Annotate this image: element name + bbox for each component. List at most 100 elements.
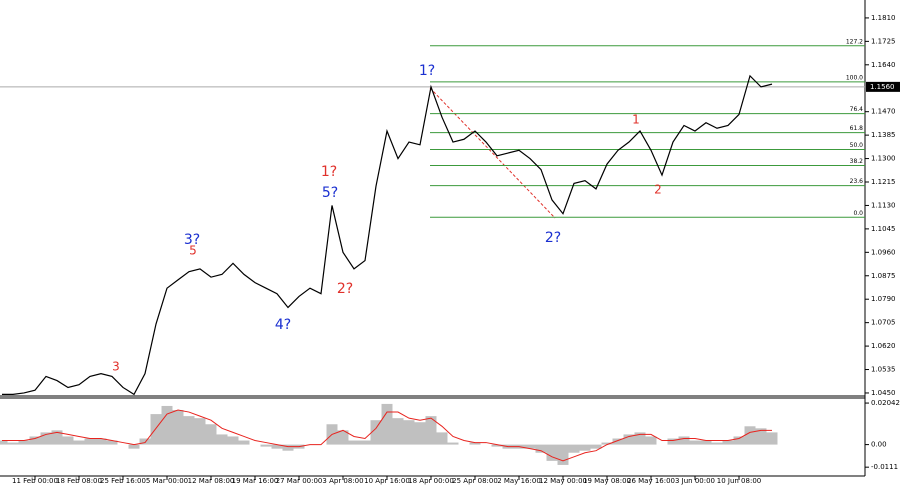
histogram-bar	[183, 416, 195, 445]
fib-label: 23.6	[850, 178, 864, 185]
x-tick-label: 11 Feb 00:00	[12, 477, 58, 485]
histogram-bar	[161, 405, 173, 445]
y-tick-label: 1.0620	[871, 342, 896, 350]
histogram-bar	[579, 444, 591, 451]
current-price-label: 1.1560	[870, 83, 895, 91]
y-tick-label: 1.0875	[871, 272, 896, 280]
y-tick-label: 1.0960	[871, 248, 896, 256]
fib-label: 100.0	[846, 74, 863, 81]
histogram-bar	[95, 438, 107, 445]
x-tick-label: 5 Mar 00:00	[146, 477, 188, 485]
histogram-bar	[414, 422, 426, 445]
histogram-bar	[381, 403, 393, 445]
histogram-bar	[612, 438, 624, 445]
histogram-bar	[535, 444, 547, 453]
histogram-bar	[106, 440, 118, 445]
histogram-bar	[700, 440, 712, 445]
fib-label: 38.2	[850, 158, 864, 165]
x-tick-label: 19 Mar 16:00	[232, 477, 279, 485]
histogram-bar	[84, 438, 96, 445]
x-tick-label: 10 Apr 16:00	[364, 477, 410, 485]
y-tick-label: 1.1725	[871, 37, 896, 45]
histogram-bar	[557, 444, 569, 465]
signal-line	[2, 409, 772, 462]
histogram-bar	[128, 444, 140, 449]
histogram-bar	[755, 428, 767, 445]
histogram-bar	[337, 430, 349, 445]
y-tick-label: 1.1810	[871, 14, 896, 22]
histogram-bar	[348, 440, 360, 445]
x-tick-label: 18 Feb 08:00	[56, 477, 102, 485]
wave-label: 1	[632, 113, 640, 127]
histogram-bar	[590, 444, 602, 449]
histogram-bar	[18, 440, 30, 445]
y-tick-label: 1.1130	[871, 201, 896, 209]
histogram-bar	[238, 440, 250, 445]
histogram-bar	[678, 436, 690, 445]
histogram-bar	[0, 440, 8, 445]
histogram-bar	[260, 444, 272, 447]
x-tick-label: 12 May 00:00	[539, 477, 587, 485]
x-tick-label: 18 Apr 00:00	[408, 477, 454, 485]
fib-label: 0.0	[853, 210, 863, 217]
wave-label: 3	[112, 360, 120, 374]
x-tick-label: 25 Apr 08:00	[452, 477, 498, 485]
fib-label: 50.0	[850, 142, 864, 149]
y-tick-label: -0.0111	[871, 463, 898, 471]
wave-label: 2?	[337, 281, 353, 297]
histogram-bar	[194, 418, 206, 445]
histogram-bar	[601, 442, 613, 445]
x-tick-label: 25 Feb 16:00	[100, 477, 146, 485]
histogram-bar	[29, 436, 41, 445]
y-tick-label: 1.1045	[871, 225, 896, 233]
y-tick-label: 0.00	[871, 441, 887, 449]
histogram-bar	[447, 442, 459, 445]
histogram-bar	[524, 444, 536, 449]
histogram-bar	[568, 444, 580, 453]
y-tick-label: 1.1215	[871, 178, 896, 186]
x-tick-label: 12 Mar 08:00	[188, 477, 235, 485]
y-tick-label: 1.0535	[871, 366, 896, 374]
histogram-bar	[645, 436, 657, 445]
histogram-bar	[172, 410, 184, 445]
y-tick-label: 1.0790	[871, 295, 896, 303]
histogram-bar	[689, 440, 701, 445]
wave-label: 2	[654, 183, 662, 197]
histogram-bar	[667, 438, 679, 445]
wave-label: 1?	[321, 164, 337, 180]
histogram-bar	[73, 440, 85, 445]
histogram-bar	[733, 436, 745, 445]
y-tick-label: 1.0705	[871, 319, 896, 327]
wave-label: 4?	[275, 317, 291, 333]
histogram-bar	[469, 442, 481, 445]
y-tick-label: 1.1300	[871, 155, 896, 163]
fib-label: 76.4	[850, 106, 864, 113]
fib-label: 127.2	[846, 38, 863, 45]
fib-label: 61.8	[850, 125, 864, 132]
wave-label: 3?	[184, 232, 200, 248]
histogram-bar	[722, 440, 734, 445]
price-line	[2, 74, 773, 396]
histogram-bar	[370, 420, 382, 445]
current-price-box	[866, 81, 900, 92]
histogram-bar	[766, 432, 778, 445]
histogram-bar	[623, 434, 635, 445]
y-tick-label: 1.1385	[871, 131, 896, 139]
histogram-bar	[359, 440, 371, 445]
histogram-bar	[403, 420, 415, 445]
histogram-bar	[282, 444, 294, 451]
histogram-bar	[51, 430, 63, 445]
histogram-bar	[205, 424, 217, 445]
histogram-bar	[491, 444, 503, 447]
wave-label: 5	[189, 244, 197, 258]
y-tick-label: 0.02042	[871, 399, 900, 407]
y-tick-label: 1.1470	[871, 108, 896, 116]
histogram-bar	[62, 436, 74, 445]
histogram-bar	[227, 436, 239, 445]
wave-trendline	[429, 87, 556, 219]
x-tick-label: 3 Apr 08:00	[322, 477, 363, 485]
x-tick-label: 3 Jun 00:00	[675, 477, 715, 485]
histogram-bar	[392, 418, 404, 445]
histogram-bar	[711, 442, 723, 445]
histogram-bar	[546, 444, 558, 461]
